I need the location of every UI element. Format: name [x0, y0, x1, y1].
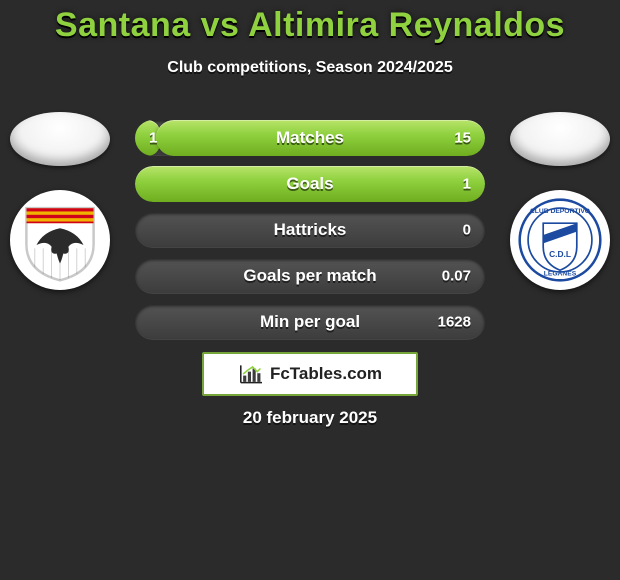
stat-bar-value-right: 0.07 — [442, 268, 471, 285]
stat-bar-value-right: 0 — [463, 222, 471, 239]
stat-bar: Hattricks0 — [135, 212, 485, 248]
left-club-badge — [10, 190, 110, 290]
right-player-column: CLUB DEPORTIVO LEGANÉS C.D.L — [500, 112, 620, 290]
stat-bar: Goals per match0.07 — [135, 258, 485, 294]
stat-bar-label: Goals per match — [135, 266, 485, 286]
page-title: Santana vs Altimira Reynaldos — [0, 0, 620, 45]
stat-bar-label: Hattricks — [135, 220, 485, 240]
stat-bar-fill-right — [156, 120, 485, 156]
stat-bar-value-right: 1628 — [438, 314, 471, 331]
stat-bars: Matches115 Goals1 Hattricks0 Goals per matc… — [135, 120, 485, 340]
bar-chart-icon — [238, 363, 264, 385]
right-player-placeholder — [510, 112, 610, 166]
svg-text:C.D.L: C.D.L — [549, 249, 571, 259]
watermark-text: FcTables.com — [270, 364, 382, 384]
comparison-infographic: Santana vs Altimira Reynaldos Club compe… — [0, 0, 620, 580]
stat-bar-label: Min per goal — [135, 312, 485, 332]
leganes-crest-icon: CLUB DEPORTIVO LEGANÉS C.D.L — [518, 198, 602, 282]
right-club-badge: CLUB DEPORTIVO LEGANÉS C.D.L — [510, 190, 610, 290]
watermark-box: FcTables.com — [202, 352, 418, 396]
valencia-crest-icon — [18, 198, 102, 282]
stat-bar-fill-right — [135, 166, 485, 202]
stat-bar: Min per goal1628 — [135, 304, 485, 340]
season-subtitle: Club competitions, Season 2024/2025 — [0, 59, 620, 77]
stat-bar: Goals1 — [135, 166, 485, 202]
date-line: 20 february 2025 — [0, 408, 620, 428]
stat-bar: Matches115 — [135, 120, 485, 156]
left-player-column — [0, 112, 120, 290]
left-player-placeholder — [10, 112, 110, 166]
svg-text:CLUB DEPORTIVO: CLUB DEPORTIVO — [530, 208, 590, 215]
